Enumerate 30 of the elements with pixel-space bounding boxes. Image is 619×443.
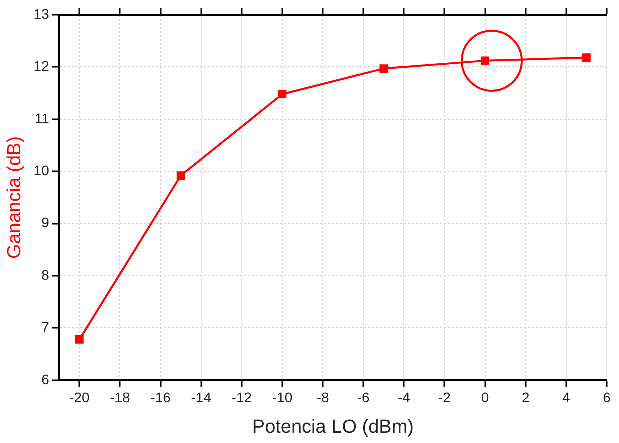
y-tick-label: 7 [42, 319, 50, 336]
point [481, 56, 490, 66]
x-tick-label: -2 [438, 390, 452, 406]
y-tick-label: 11 [34, 110, 50, 126]
x-tick-label: 4 [562, 390, 571, 406]
x-tick-label: 0 [481, 390, 490, 406]
point [176, 172, 186, 180]
x-tick-label: 6 [603, 390, 612, 406]
point [278, 90, 287, 99]
x-tick-label: 2 [522, 390, 530, 406]
y-axis-title: Ganancia (dB) [4, 136, 26, 259]
x-tick-label: -4 [398, 390, 411, 406]
x-tick-label: -18 [110, 390, 131, 406]
x-tick-label: -14 [191, 390, 212, 406]
point [380, 64, 388, 73]
y-tick-label: 6 [42, 371, 50, 388]
point [75, 336, 84, 344]
x-tick-label: -6 [357, 390, 370, 406]
x-tick-label: -20 [70, 390, 90, 406]
x-tick-label: -12 [232, 390, 252, 406]
point [582, 54, 591, 62]
x-tick-label: -10 [272, 390, 293, 406]
x-tick-label: -16 [150, 390, 172, 406]
x-tick-label: -8 [316, 390, 330, 406]
y-tick-label: 13 [34, 6, 50, 22]
y-tick-label: 10 [34, 162, 50, 178]
y-tick-label: 9 [42, 214, 50, 231]
y-tick-label: 12 [34, 58, 50, 74]
x-axis-title: Potencia LO (dBm) [252, 416, 414, 438]
y-tick-label: 8 [42, 266, 50, 283]
